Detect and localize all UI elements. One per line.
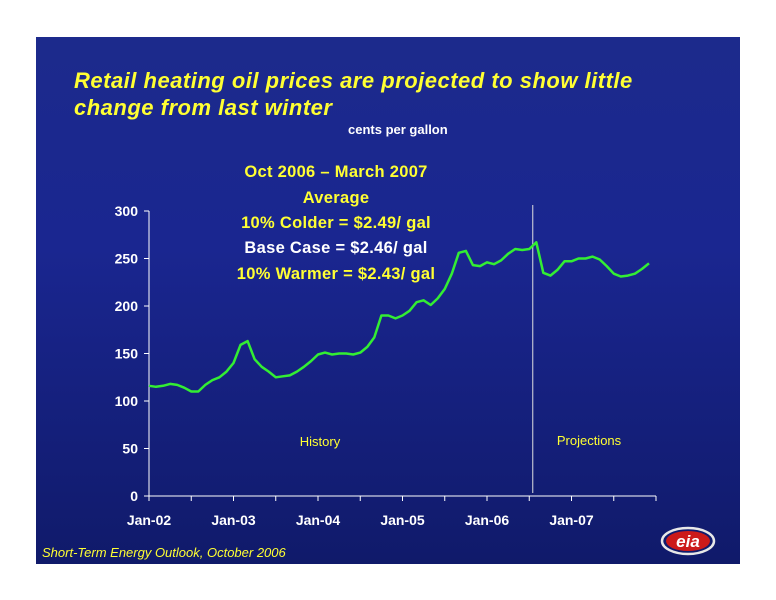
source-footer: Short-Term Energy Outlook, October 2006 [42, 545, 286, 560]
chart: 0 50 100 150 200 250 300 Jan-02 Jan-03 Jan-04 Jan-… [115, 203, 657, 528]
x-tick-label: Jan-03 [211, 512, 256, 528]
slide: Retail heating oil prices are projected … [36, 37, 740, 564]
y-tick-label: 150 [115, 346, 139, 362]
price-series-line [148, 241, 650, 393]
x-tick-label: Jan-06 [465, 512, 510, 528]
y-tick-label: 200 [115, 298, 139, 314]
x-tick-label: Jan-05 [380, 512, 425, 528]
y-tick-label: 100 [115, 393, 139, 409]
y-tick-label: 300 [115, 203, 139, 219]
annotation-colder: 10% Colder = $2.49/ gal [241, 214, 431, 232]
x-tick-label: Jan-02 [127, 512, 172, 528]
x-tick-label: Jan-04 [296, 512, 341, 528]
y-tick-label: 50 [122, 441, 138, 457]
annotation-average: Average [302, 189, 370, 207]
history-label: History [300, 434, 341, 449]
logo-text: eia [676, 532, 700, 551]
unit-label: cents per gallon [348, 122, 448, 137]
annotation-warmer: 10% Warmer = $2.43/ gal [236, 265, 436, 283]
y-tick-label: 250 [115, 251, 139, 267]
eia-logo: eia [660, 526, 716, 556]
x-tick-label: Jan-07 [549, 512, 594, 528]
y-tick-label: 0 [130, 488, 138, 504]
slide-title: Retail heating oil prices are projected … [74, 68, 633, 120]
annotation-base-case: Base Case = $2.46/ gal [244, 239, 428, 257]
chart-marks [148, 241, 650, 393]
chart-axes: 0 50 100 150 200 250 300 Jan-02 Jan-03 Jan-04 Jan-… [115, 203, 657, 528]
annotation-period: Oct 2006 – March 2007 [244, 163, 428, 181]
projections-label: Projections [557, 433, 622, 448]
